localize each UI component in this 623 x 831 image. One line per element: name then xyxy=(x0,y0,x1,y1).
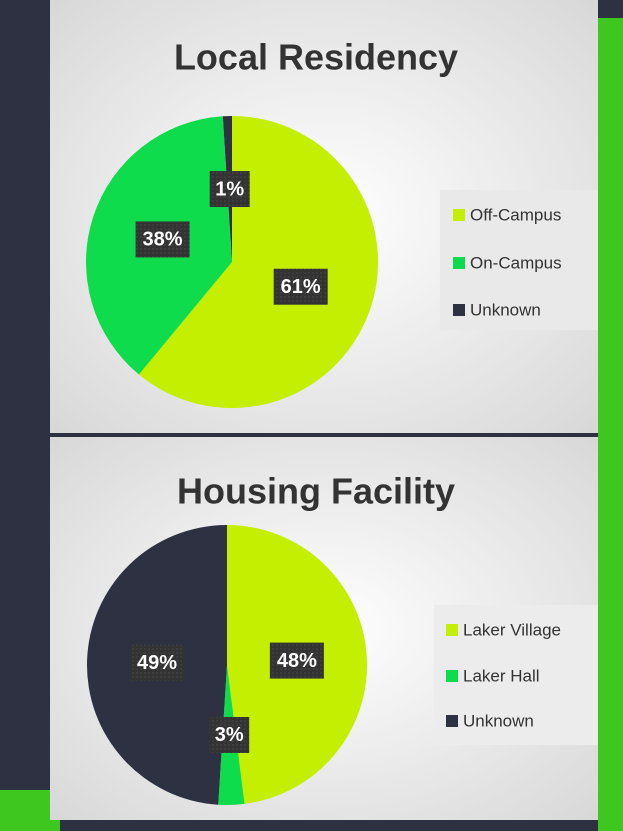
accent-stripe xyxy=(598,18,623,831)
data-label-box xyxy=(269,642,324,679)
data-label-box xyxy=(273,268,328,305)
legend-swatch xyxy=(453,304,465,316)
legend-swatch xyxy=(453,257,465,269)
legend-label: Unknown xyxy=(463,711,534,730)
data-label: 38% xyxy=(143,229,183,251)
legend-swatch xyxy=(453,209,465,221)
data-label-box xyxy=(135,221,190,258)
legend-label: Unknown xyxy=(470,300,541,319)
chart-title: Local Residency xyxy=(174,37,458,78)
data-label: 49% xyxy=(137,652,177,674)
data-label-box xyxy=(209,716,250,753)
data-label: 1% xyxy=(215,178,244,200)
legend-label: Laker Village xyxy=(463,620,561,639)
data-label-box xyxy=(209,171,250,208)
legend-swatch xyxy=(446,715,458,727)
legend-label: Laker Hall xyxy=(463,666,540,685)
chart-title: Housing Facility xyxy=(177,471,455,512)
data-label-box xyxy=(130,644,185,681)
data-label: 3% xyxy=(215,724,244,746)
data-label: 61% xyxy=(281,276,321,298)
legend-swatch xyxy=(446,624,458,636)
legend-label: Off-Campus xyxy=(470,205,561,224)
pie-slice xyxy=(138,116,379,409)
legend-box xyxy=(440,190,598,330)
legend-label: On-Campus xyxy=(470,253,562,272)
legend-swatch xyxy=(446,670,458,682)
legend-box xyxy=(434,605,598,745)
data-label: 48% xyxy=(277,650,317,672)
